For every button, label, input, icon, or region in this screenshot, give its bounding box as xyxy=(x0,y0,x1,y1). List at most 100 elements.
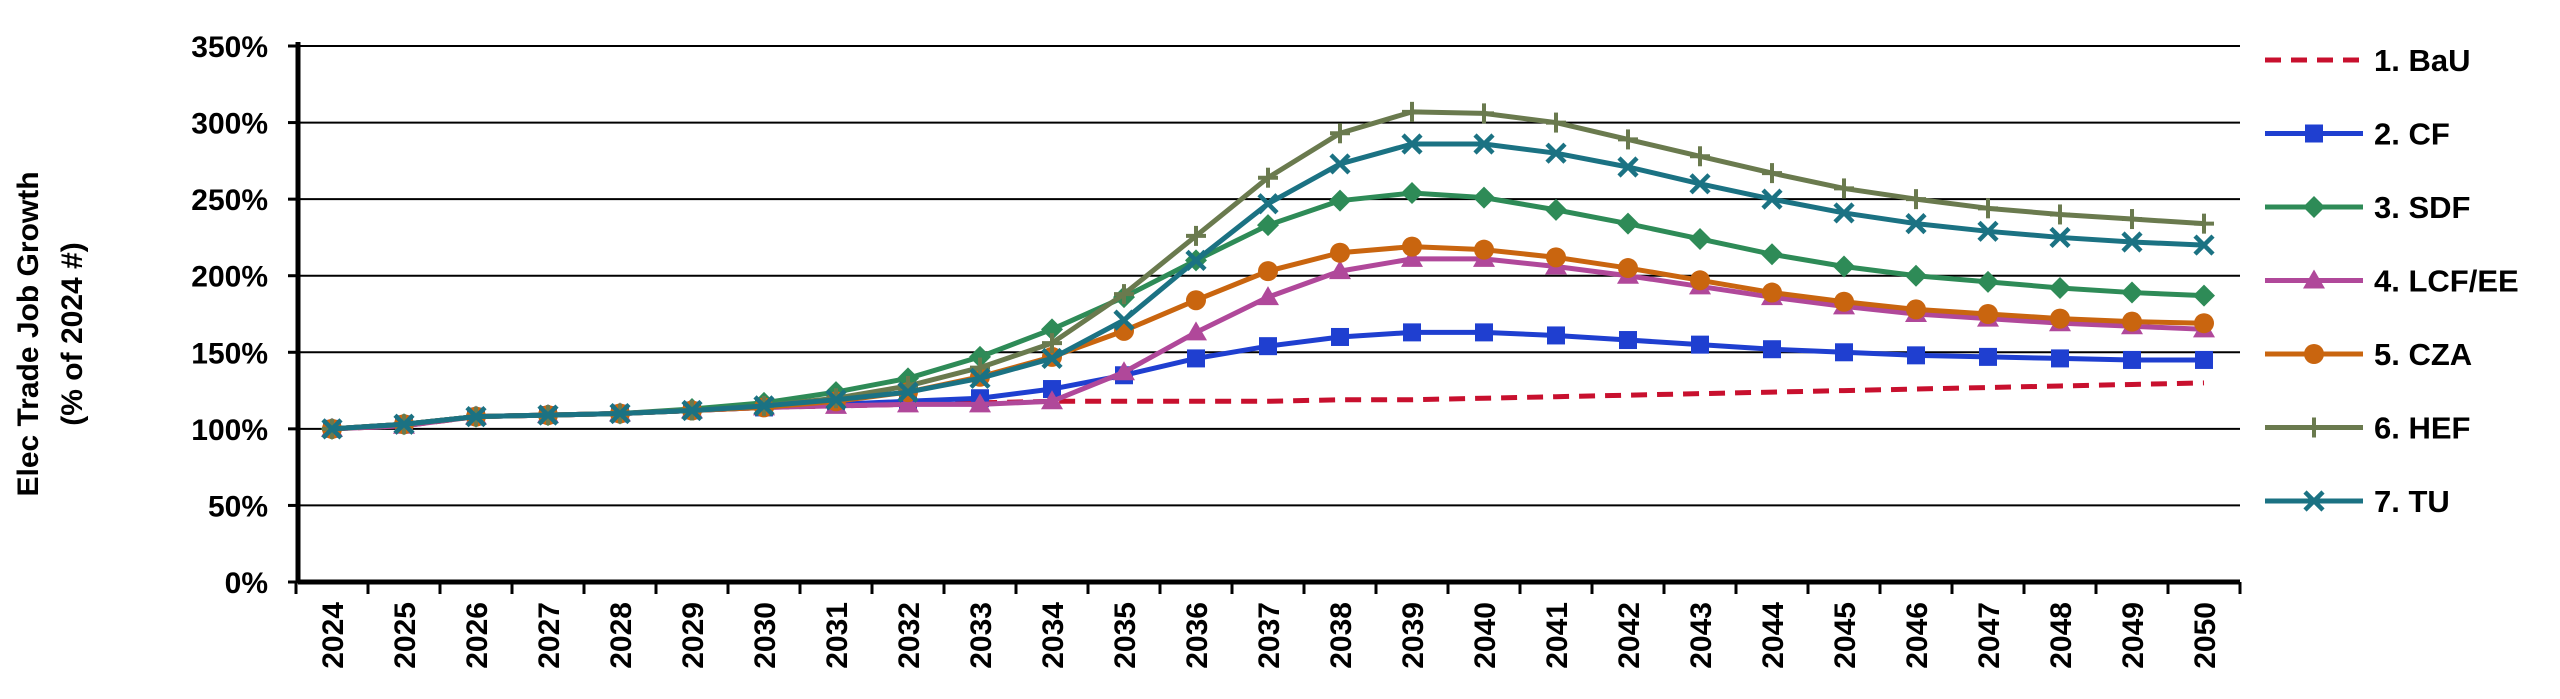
series-5-point xyxy=(1474,239,1494,260)
x-tick-label: 2034 xyxy=(1037,602,1070,669)
series-7-point xyxy=(393,413,415,435)
series-6-point xyxy=(2122,209,2142,230)
series-2-point xyxy=(1763,340,1781,359)
series-6-point xyxy=(1114,284,1134,305)
series-6-point xyxy=(1042,333,1062,354)
x-tick-label: 2049 xyxy=(2117,602,2150,669)
y-axis-title-line2: (% of 2024 #) xyxy=(56,242,89,425)
series-3-point xyxy=(1257,214,1279,237)
series-2-point xyxy=(1043,380,1061,399)
series-3-point xyxy=(1617,212,1639,235)
legend-marker xyxy=(2303,269,2325,289)
series-2-point xyxy=(1619,331,1637,350)
series-4-point xyxy=(1329,260,1351,280)
legend-label: 3. SDF xyxy=(2374,190,2470,225)
series-4-point xyxy=(1257,286,1279,306)
series-7-point xyxy=(609,402,631,425)
x-tick-label: 2027 xyxy=(533,602,566,669)
series-3-point xyxy=(1761,243,1783,266)
x-tick-labels: 2024 2025 2026 2027 2028 2029 2030 2031 2032 2033… xyxy=(317,602,2222,669)
series-5-point xyxy=(1834,291,1854,312)
series-5-point xyxy=(1978,304,1998,324)
series-2-point xyxy=(2051,349,2069,368)
series-2-point xyxy=(1259,337,1277,356)
series-3-point xyxy=(1905,264,1927,287)
series-7-point xyxy=(465,406,487,428)
series-3-point xyxy=(1329,189,1351,212)
legend-label: 6. HEF xyxy=(2374,411,2470,446)
x-tick-label: 2041 xyxy=(1541,602,1574,669)
series-6-point xyxy=(1546,112,1566,133)
series-7-point xyxy=(825,389,847,411)
series-7-point xyxy=(1977,220,1999,242)
legend-item-2: 2. CF xyxy=(2265,117,2450,152)
series-7-point xyxy=(1185,249,1207,271)
series-5-point xyxy=(1186,290,1206,311)
legend-label: 2. CF xyxy=(2374,117,2450,152)
legend-marker xyxy=(2303,196,2325,218)
series-4-point xyxy=(1185,321,1207,341)
y-tick-label: 150% xyxy=(191,337,268,370)
series-7-point xyxy=(1545,142,1567,164)
x-tick-label: 2040 xyxy=(1469,602,1502,669)
x-tick-label: 2031 xyxy=(821,602,854,669)
legend-label: 1. BaU xyxy=(2374,43,2470,78)
series-3-point xyxy=(1401,182,1423,205)
y-axis-title-line1: Elec Trade Job Growth xyxy=(12,171,45,496)
series-2-point xyxy=(1691,335,1709,354)
series-6-point xyxy=(1690,146,1710,167)
x-tick-label: 2050 xyxy=(2189,602,2222,669)
series-7-point xyxy=(2193,234,2215,256)
series-7-point xyxy=(1113,309,1135,331)
x-tick-label: 2028 xyxy=(605,602,638,669)
series-7-point xyxy=(897,381,919,403)
series-6-point xyxy=(1762,163,1782,184)
series-2-point xyxy=(1907,346,1925,365)
legend-item-4: 4. LCF/EE xyxy=(2265,264,2519,299)
series-4-point xyxy=(897,393,919,413)
series-3-point xyxy=(1473,186,1495,209)
legend-marker xyxy=(2305,124,2323,143)
series-6-point xyxy=(1474,103,1494,124)
series-3-point xyxy=(1977,270,1999,293)
series-5-point xyxy=(1618,258,1638,279)
series-6-point xyxy=(1186,225,1206,246)
series-2-point xyxy=(1403,323,1421,342)
series-6-point xyxy=(2194,213,2214,234)
series-5-point xyxy=(1258,261,1278,282)
series-3-point xyxy=(2049,276,2071,299)
series-4-point xyxy=(1041,390,1063,410)
series-6-point xyxy=(1906,189,1926,210)
series-2 xyxy=(323,323,2213,438)
legend-item-1: 1. BaU xyxy=(2265,43,2470,78)
series-6-point xyxy=(970,357,990,378)
series-7-point xyxy=(1689,173,1711,195)
series-7-point xyxy=(1473,133,1495,155)
series-3-point xyxy=(969,345,991,368)
legend-marker xyxy=(2304,344,2324,364)
series-2-point xyxy=(1835,343,1853,362)
x-tick-label: 2035 xyxy=(1109,602,1142,669)
x-tick-label: 2026 xyxy=(461,602,494,669)
series-5-point xyxy=(2194,313,2214,334)
legend-label: 5. CZA xyxy=(2374,337,2472,372)
x-tick-label: 2038 xyxy=(1325,602,1358,669)
legend-item-6: 6. HEF xyxy=(2265,411,2470,446)
series-7-point xyxy=(1329,153,1351,175)
series-2-point xyxy=(1331,327,1349,346)
series-7-point xyxy=(1761,188,1783,210)
y-tick-label: 250% xyxy=(191,184,268,217)
x-tick-label: 2042 xyxy=(1613,602,1646,669)
axes xyxy=(288,42,2242,594)
series-6-point xyxy=(1834,178,1854,199)
y-tick-labels: 0% 50% 100% 150% 200% 250% 300% 350% xyxy=(191,31,268,600)
series-3-point xyxy=(2121,281,2143,304)
legend-label: 7. TU xyxy=(2374,484,2450,519)
x-tick-label: 2032 xyxy=(893,602,926,669)
series-2-point xyxy=(1475,323,1493,342)
series-5-point xyxy=(1330,242,1350,263)
series-6-point xyxy=(2050,204,2070,225)
series-3-point xyxy=(1689,227,1711,250)
x-tick-label: 2024 xyxy=(317,602,350,669)
